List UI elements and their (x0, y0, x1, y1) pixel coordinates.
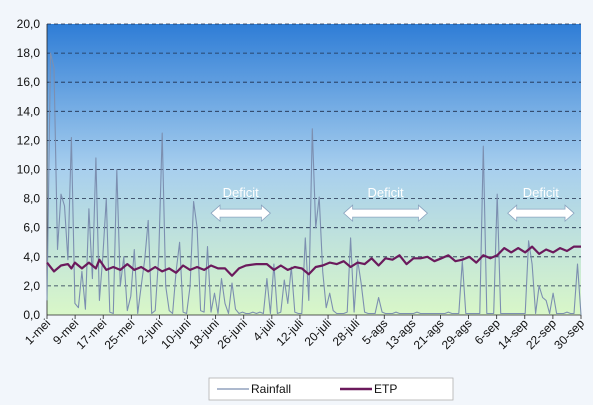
y-tick-label: 4,0 (23, 250, 40, 264)
legend-box (208, 377, 454, 401)
y-tick-label: 8,0 (23, 192, 40, 206)
y-tick-label: 20,0 (17, 17, 41, 31)
y-tick-label: 14,0 (17, 104, 41, 118)
y-tick-label: 6,0 (23, 221, 40, 235)
deficit-arrow (507, 204, 575, 223)
gridlines (46, 23, 581, 316)
y-tick-label: 12,0 (17, 133, 41, 147)
legend-rainfall-label: Rainfall (251, 382, 291, 396)
deficit-label: Deficit (367, 185, 404, 200)
y-axis-ticks: 0,0 2,0 4,0 6,0 8,0 10,0 12,0 14,0 16,0 18,0 20,0 (17, 17, 41, 322)
y-tick-label: 10,0 (17, 163, 41, 177)
series-line-etp (46, 245, 581, 277)
deficit-label: Deficit (223, 185, 260, 200)
series-lines (46, 52, 582, 316)
y-tick-label: 0,0 (23, 308, 40, 322)
y-tick-label: 18,0 (17, 46, 41, 60)
legend-etp-label: ETP (374, 382, 397, 396)
deficit-arrow (343, 204, 429, 223)
annotations: Deficit Deficit Deficit (210, 185, 575, 223)
deficit-label: Deficit (523, 185, 560, 200)
series-line-rainfall (46, 52, 582, 316)
y-tick-label: 2,0 (23, 279, 40, 293)
deficit-arrow (210, 204, 271, 223)
legend: Rainfall ETP (208, 377, 454, 401)
y-tick-label: 16,0 (17, 75, 41, 89)
